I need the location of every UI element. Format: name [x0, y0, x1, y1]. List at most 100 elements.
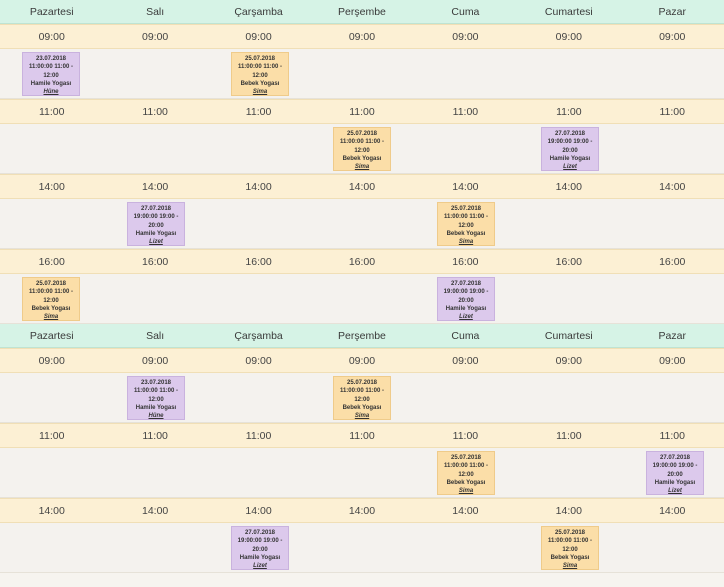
slot-cell — [517, 448, 620, 497]
time-label: 14:00 — [659, 504, 686, 517]
time-label: 14:00 — [141, 180, 169, 193]
event-teacher-link[interactable]: Hüne — [43, 89, 59, 96]
time-label: 09:00 — [141, 354, 169, 367]
event-teacher-link[interactable]: Lizet — [459, 314, 473, 321]
slot-cell — [0, 523, 103, 572]
slot-cell — [207, 124, 310, 173]
event-title: Hamile Yogası — [445, 305, 487, 312]
event-date: 25.07.2018 — [244, 56, 276, 62]
event-title: Bebek Yogası — [550, 554, 590, 561]
event-teacher-link[interactable]: Sima — [354, 413, 370, 420]
event-end-time: 12:00 — [43, 72, 59, 79]
event-card[interactable]: 25.07.2018 11:00:00 11:00 -12:00 Bebek Yog… — [22, 277, 80, 321]
time-label: 09:00 — [452, 30, 479, 43]
event-card[interactable]: 25.07.2018 11:00:00 11:00 -12:00 Bebek Yog… — [541, 526, 599, 570]
event-end-time: 12:00 — [148, 396, 164, 403]
time-label: 14:00 — [141, 504, 169, 517]
event-teacher-link[interactable]: Sima — [354, 164, 370, 171]
event-teacher-link[interactable]: Lizet — [668, 488, 682, 495]
time-label: 14:00 — [555, 504, 582, 517]
time-label: 11:00 — [245, 105, 272, 118]
event-title: Hamile Yogası — [135, 404, 177, 411]
slot-cell — [517, 49, 620, 98]
event-card[interactable]: 27.07.2018 19:00:00 19:00 -20:00 Hamile Yo… — [437, 277, 495, 321]
time-row: 09:00 09:00 09:00 09:00 09:00 09:00 09:00 — [0, 24, 724, 49]
slot-cell — [621, 199, 724, 248]
event-end-time: 12:00 — [43, 297, 59, 304]
event-teacher-link[interactable]: Sima — [562, 563, 578, 570]
day-header-row: Pazartesi Salı Çarşamba Perşembe Cuma Cumarte… — [0, 0, 724, 24]
event-time-range: 11:00:00 11:00 - — [133, 388, 179, 395]
day-header: Pazartesi — [29, 5, 74, 18]
event-time-range: 11:00:00 11:00 - — [547, 538, 593, 545]
event-time-range: 19:00:00 19:00 - — [133, 214, 179, 221]
day-header: Çarşamba — [234, 5, 283, 18]
time-label: 09:00 — [452, 354, 479, 367]
day-header: Salı — [146, 329, 165, 342]
slot-cell — [103, 448, 206, 497]
event-card[interactable]: 25.07.2018 11:00:00 11:00 -12:00 Bebek Yog… — [437, 451, 495, 495]
event-teacher-link[interactable]: Sima — [458, 239, 474, 246]
slot-row — [0, 523, 724, 573]
event-title: Bebek Yogası — [240, 80, 280, 87]
slot-cell — [621, 274, 724, 323]
time-row: 16:00 16:00 16:00 16:00 16:00 16:00 16:00 — [0, 249, 724, 274]
slot-cell — [103, 49, 206, 98]
time-label: 14:00 — [38, 504, 65, 517]
event-card[interactable]: 27.07.2018 19:00:00 19:00 -20:00 Hamile Yo… — [231, 526, 289, 570]
event-time-range: 19:00:00 19:00 - — [547, 139, 593, 146]
time-label: 11:00 — [349, 429, 375, 442]
slot-cell — [0, 448, 103, 497]
time-label: 16:00 — [245, 255, 272, 268]
event-teacher-link[interactable]: Lizet — [253, 563, 267, 570]
time-label: 11:00 — [38, 429, 65, 442]
event-teacher-link[interactable]: Sima — [252, 89, 268, 96]
day-header: Salı — [146, 5, 165, 18]
event-title: Bebek Yogası — [342, 155, 382, 162]
time-label: 09:00 — [348, 354, 376, 367]
slot-cell — [0, 199, 103, 248]
event-teacher-link[interactable]: Lizet — [149, 239, 163, 246]
event-card[interactable]: 25.07.2018 11:00:00 11:00 -12:00 Bebek Yog… — [333, 376, 391, 420]
day-header-row: Pazartesi Salı Çarşamba Perşembe Cuma Cumarte… — [0, 324, 724, 348]
slot-cell — [207, 199, 310, 248]
day-header: Cuma — [451, 329, 480, 342]
time-label: 14:00 — [452, 180, 479, 193]
event-date: 23.07.2018 — [140, 380, 172, 386]
time-label: 16:00 — [141, 255, 169, 268]
event-teacher-link[interactable]: Lizet — [563, 164, 577, 171]
event-card[interactable]: 27.07.2018 19:00:00 19:00 -20:00 Hamile Yo… — [127, 202, 185, 246]
event-time-range: 19:00:00 19:00 - — [237, 538, 283, 545]
event-end-time: 20:00 — [148, 222, 164, 229]
day-header: Cumartesi — [544, 5, 593, 18]
day-header: Perşembe — [338, 329, 386, 342]
event-end-time: 20:00 — [667, 471, 683, 478]
slot-cell — [621, 124, 724, 173]
event-date: 25.07.2018 — [450, 455, 482, 461]
event-card[interactable]: 27.07.2018 19:00:00 19:00 -20:00 Hamile Yo… — [646, 451, 704, 495]
event-card[interactable]: 25.07.2018 11:00:00 11:00 -12:00 Bebek Yog… — [231, 52, 289, 96]
event-time-range: 11:00:00 11:00 - — [237, 64, 283, 71]
event-date: 25.07.2018 — [35, 281, 67, 287]
time-label: 14:00 — [245, 180, 272, 193]
slot-cell — [414, 373, 517, 422]
time-label: 09:00 — [38, 30, 65, 43]
event-teacher-link[interactable]: Sima — [43, 314, 59, 321]
event-end-time: 20:00 — [458, 297, 474, 304]
event-date: 27.07.2018 — [554, 131, 586, 137]
time-label: 09:00 — [38, 354, 65, 367]
event-card[interactable]: 27.07.2018 19:00:00 19:00 -20:00 Hamile Yo… — [541, 127, 599, 171]
event-teacher-link[interactable]: Sima — [458, 488, 474, 495]
day-header: Pazar — [658, 329, 686, 342]
slot-cell — [310, 274, 413, 323]
event-card[interactable]: 23.07.2018 11:00:00 11:00 -12:00 Hamile Yo… — [127, 376, 185, 420]
event-teacher-link[interactable]: Hüne — [148, 413, 164, 420]
event-card[interactable]: 25.07.2018 11:00:00 11:00 -12:00 Bebek Yog… — [333, 127, 391, 171]
time-label: 11:00 — [659, 105, 685, 118]
event-end-time: 12:00 — [458, 222, 474, 229]
event-card[interactable]: 23.07.2018 11:00:00 11:00 -12:00 Hamile Yo… — [22, 52, 80, 96]
event-card[interactable]: 25.07.2018 11:00:00 11:00 -12:00 Bebek Yog… — [437, 202, 495, 246]
time-label: 14:00 — [348, 504, 376, 517]
event-end-time: 12:00 — [252, 72, 268, 79]
